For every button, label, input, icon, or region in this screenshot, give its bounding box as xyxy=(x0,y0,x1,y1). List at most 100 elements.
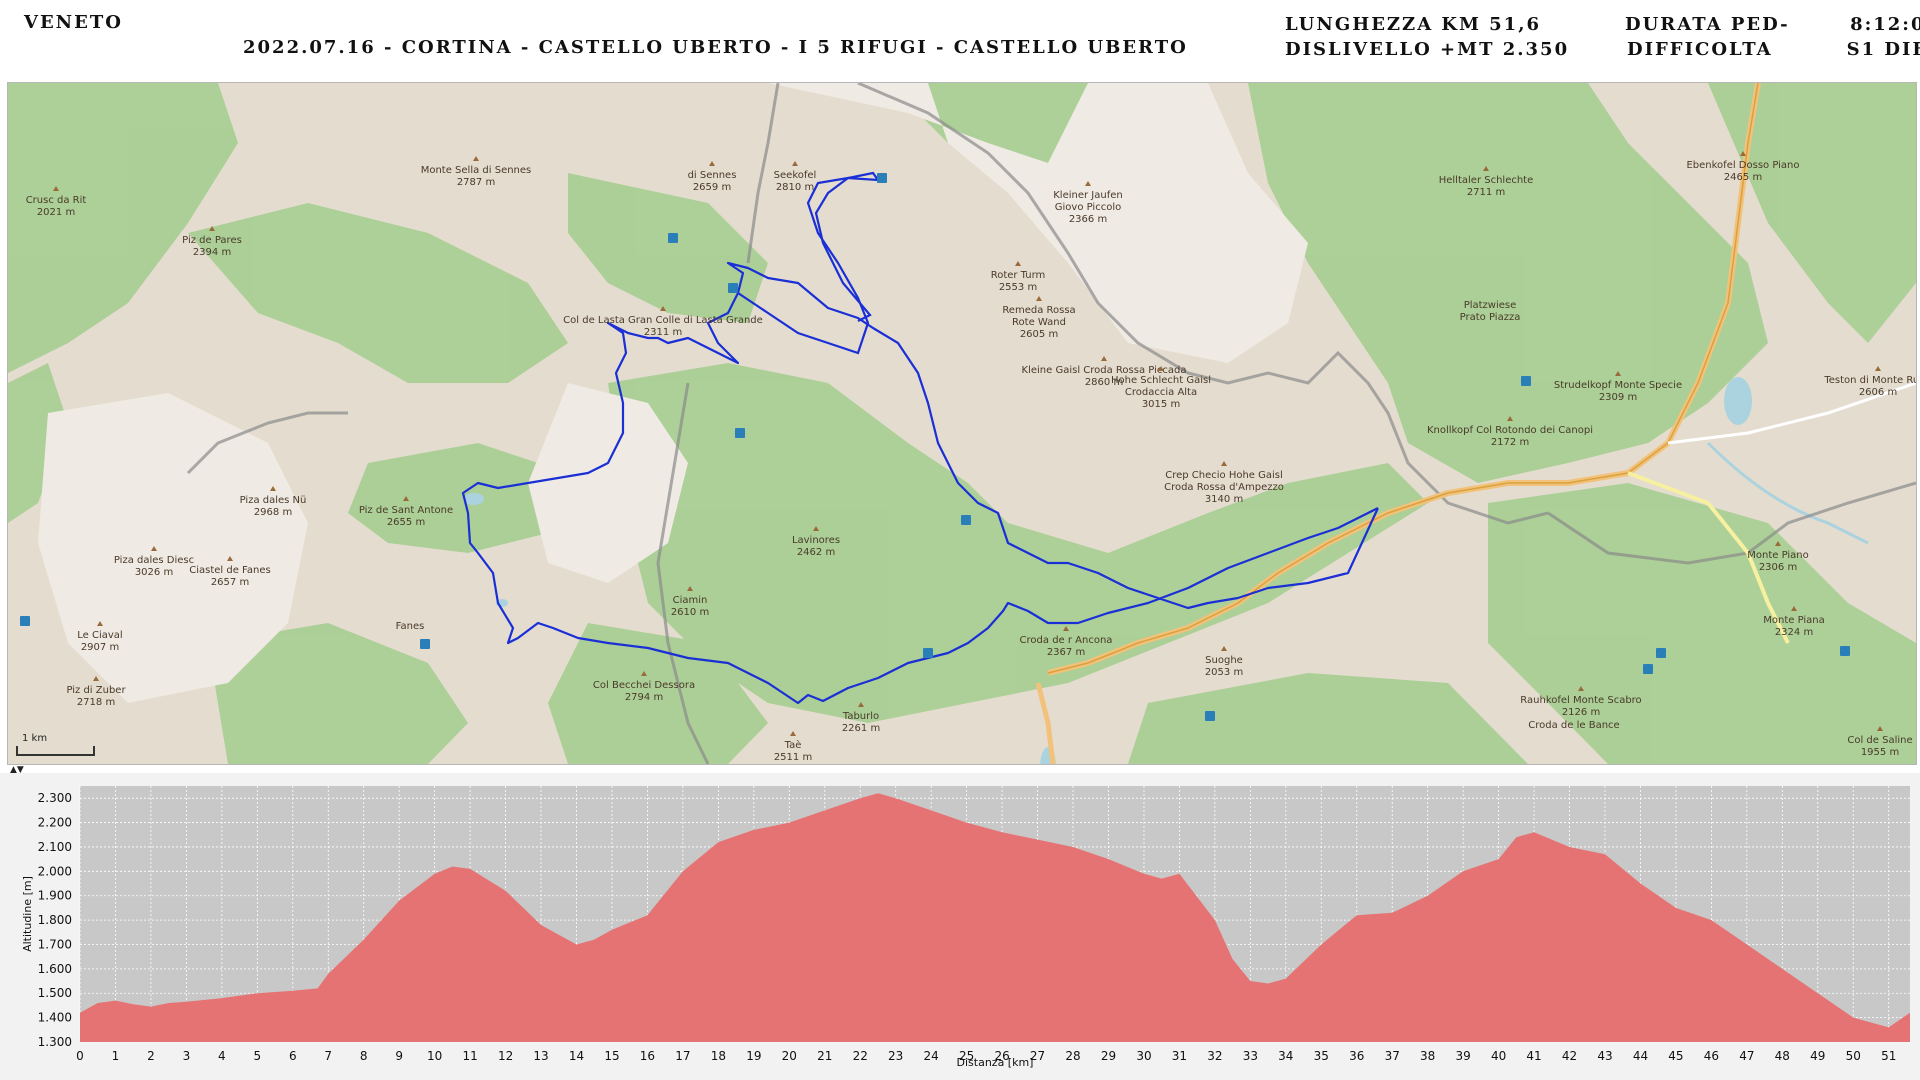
duration-value: 8:12:00 xyxy=(1850,14,1920,35)
peak-marker-icon xyxy=(1507,416,1513,421)
x-tick-label: 18 xyxy=(711,1049,726,1063)
peak-marker-icon xyxy=(1578,686,1584,691)
x-tick-label: 32 xyxy=(1207,1049,1222,1063)
peak-marker-icon xyxy=(790,731,796,736)
peak-label: Croda de le Bance xyxy=(1528,720,1619,731)
x-tick-label: 10 xyxy=(427,1049,442,1063)
x-tick-label: 34 xyxy=(1278,1049,1293,1063)
peak-label: Rauhkofel Monte Scabro 2126 m xyxy=(1520,695,1641,718)
x-tick-label: 37 xyxy=(1385,1049,1400,1063)
forest-areas xyxy=(8,83,1916,764)
peak-label: Kleiner Jaufen Giovo Piccolo 2366 m xyxy=(1053,190,1122,225)
elevation-profile[interactable]: 1.300 1.400 1.500 1.600 1.700 1.800 1.900 2.000… xyxy=(0,773,1920,1080)
peak-label: Piz de Pares 2394 m xyxy=(182,235,242,258)
collapse-toggle-icon[interactable]: ▲▼ xyxy=(10,765,24,775)
x-tick-label: 16 xyxy=(640,1049,655,1063)
peak-label: Monte Piana 2324 m xyxy=(1763,615,1825,638)
y-tick-label: 2.300 xyxy=(38,791,72,805)
peak-label: Crep Checio Hohe Gaisl Croda Rossa d'Ampe… xyxy=(1164,470,1284,505)
peak-marker-icon xyxy=(1483,166,1489,171)
x-tick-label: 3 xyxy=(183,1049,191,1063)
x-axis-ticks: 0 1 2 3 4 5 6 7 8 9 10 11 12 13 14 15 16 17 18 19 20 21 22 23 24… xyxy=(76,1049,1896,1063)
peak-label: Teston di Monte Rudo2606 m xyxy=(1823,375,1916,398)
x-tick-label: 5 xyxy=(254,1049,262,1063)
peak-marker-icon xyxy=(1015,261,1021,266)
peak-label: Col de Saline 1955 m xyxy=(1847,735,1912,758)
peak-marker-icon xyxy=(813,526,819,531)
elevation-chart[interactable]: 1.300 1.400 1.500 1.600 1.700 1.800 1.900 2.000… xyxy=(0,773,1920,1080)
x-tick-label: 48 xyxy=(1775,1049,1790,1063)
route-track-north[interactable] xyxy=(737,171,881,355)
peak-marker-icon xyxy=(1875,366,1881,371)
x-tick-label: 1 xyxy=(112,1049,120,1063)
peak-marker-icon xyxy=(97,621,103,626)
x-tick-label: 38 xyxy=(1420,1049,1435,1063)
x-tick-label: 23 xyxy=(888,1049,903,1063)
x-tick-label: 43 xyxy=(1597,1049,1612,1063)
route-stats: LUNGHEZZA KM 51,6 DURATA PED- 8:12:00 DI… xyxy=(1285,12,1920,62)
x-tick-label: 42 xyxy=(1562,1049,1577,1063)
y-tick-label: 1.800 xyxy=(38,913,72,927)
x-tick-label: 8 xyxy=(360,1049,368,1063)
hut-icons xyxy=(20,173,1850,721)
peak-marker-icon xyxy=(1221,461,1227,466)
peak-marker-icon xyxy=(1877,726,1883,731)
x-tick-label: 4 xyxy=(218,1049,226,1063)
peak-label: Kleine Gaisl Croda Rossa Piccada 2860 m xyxy=(1022,365,1187,388)
x-tick-label: 44 xyxy=(1633,1049,1648,1063)
x-tick-label: 36 xyxy=(1349,1049,1364,1063)
peak-marker-icon xyxy=(641,671,647,676)
map-canvas[interactable]: Crusc da Rit 2021 m Piz de Pares 2394 m Mont… xyxy=(8,83,1916,764)
peak-marker-icon xyxy=(93,676,99,681)
elevation-area xyxy=(80,793,1910,1042)
x-tick-label: 2 xyxy=(147,1049,155,1063)
peak-marker-icon xyxy=(1158,366,1164,371)
x-tick-label: 40 xyxy=(1491,1049,1506,1063)
peak-label: Ciastel de Fanes 2657 m xyxy=(189,565,270,588)
x-tick-label: 46 xyxy=(1704,1049,1719,1063)
x-tick-label: 35 xyxy=(1314,1049,1329,1063)
x-tick-label: 41 xyxy=(1526,1049,1541,1063)
x-tick-label: 19 xyxy=(746,1049,761,1063)
elevation-gain-value: MT 2.350 xyxy=(1457,39,1570,60)
peak-label: Piza dales Nü 2968 m xyxy=(240,495,307,518)
peak-marker-icon xyxy=(1615,371,1621,376)
length-label: LUNGHEZZA xyxy=(1285,14,1434,35)
peak-marker-icon xyxy=(151,546,157,551)
x-tick-label: 9 xyxy=(395,1049,403,1063)
y-tick-label: 2.200 xyxy=(38,816,72,830)
peak-label: Lavinores 2462 m xyxy=(792,535,840,558)
difficulty-label: DIFFICOLTA xyxy=(1627,39,1773,60)
y-tick-label: 2.100 xyxy=(38,840,72,854)
peak-label: Hohe Schlecht Gaisl Crodaccia Alta 3015 m xyxy=(1111,375,1211,410)
x-tick-label: 24 xyxy=(924,1049,939,1063)
x-tick-label: 50 xyxy=(1846,1049,1861,1063)
x-tick-label: 45 xyxy=(1668,1049,1683,1063)
peak-marker-icon xyxy=(792,161,798,166)
elevation-gain-label: DISLIVELLO + xyxy=(1285,39,1458,60)
peak-label: Piza dales Diesc 3026 m xyxy=(114,555,194,578)
x-tick-label: 17 xyxy=(675,1049,690,1063)
peak-label: Helltaler Schlechte 2711 m xyxy=(1439,175,1534,198)
x-tick-label: 11 xyxy=(462,1049,477,1063)
x-tick-label: 39 xyxy=(1455,1049,1470,1063)
peak-label: Platzwiese Prato Piazza xyxy=(1460,300,1521,323)
peak-label: Piz di Zuber 2718 m xyxy=(66,685,126,708)
x-tick-label: 31 xyxy=(1172,1049,1187,1063)
x-tick-label: 12 xyxy=(498,1049,513,1063)
peak-label: Le Ciaval 2907 m xyxy=(77,630,122,653)
peak-label: Taè 2511 m xyxy=(774,739,812,763)
x-tick-label: 47 xyxy=(1739,1049,1754,1063)
topographic-map[interactable]: Crusc da Rit 2021 m Piz de Pares 2394 m Mont… xyxy=(7,82,1917,765)
peak-label: Col Becchei Dessora 2794 m xyxy=(593,680,695,703)
peak-label: Col de Lasta Gran Colle di Lasta Grande 2… xyxy=(563,315,763,338)
x-tick-label: 14 xyxy=(569,1049,584,1063)
peak-marker-icon xyxy=(1063,626,1069,631)
region-title: VENETO xyxy=(24,12,123,33)
peak-label: Fanes xyxy=(396,621,425,632)
peak-marker-icon xyxy=(660,306,666,311)
route-track[interactable] xyxy=(461,261,1379,705)
y-tick-label: 1.300 xyxy=(38,1035,72,1049)
peak-label: Taburlo 2261 m xyxy=(842,711,880,734)
peak-label: Strudelkopf Monte Specie 2309 m xyxy=(1554,380,1682,403)
